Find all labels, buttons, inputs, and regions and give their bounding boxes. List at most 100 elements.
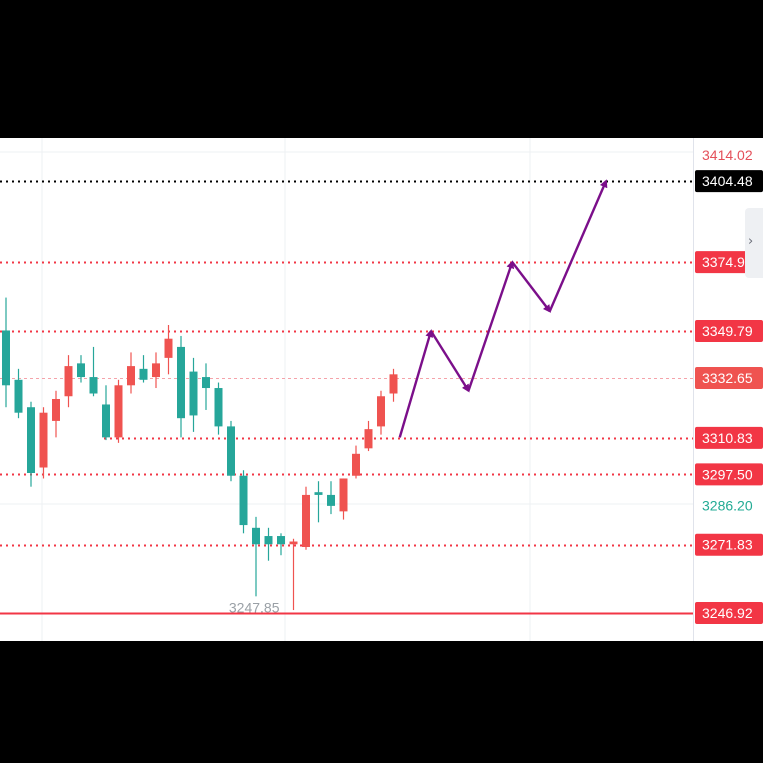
- price-tag-level-text: 3297.50: [702, 466, 753, 482]
- candle[interactable]: [289, 538, 298, 611]
- price-tag-target-box: [695, 170, 763, 193]
- candle[interactable]: [227, 420, 235, 482]
- candle[interactable]: [264, 527, 273, 561]
- candle-body: [127, 366, 135, 386]
- candle-body: [377, 396, 385, 427]
- candle[interactable]: [202, 363, 210, 410]
- candle[interactable]: [314, 481, 323, 523]
- candle-body: [277, 536, 285, 545]
- candle[interactable]: [52, 390, 60, 438]
- price-tag-level[interactable]: 3271.83: [695, 533, 763, 556]
- price-tag-level[interactable]: 3246.92: [695, 602, 763, 624]
- candle[interactable]: [277, 533, 285, 556]
- levels-layer: [0, 180, 693, 615]
- grid-layer: [0, 138, 694, 641]
- candle[interactable]: [214, 382, 223, 435]
- candle-body: [39, 412, 48, 468]
- chevron-right-icon[interactable]: ›: [748, 234, 754, 249]
- candle-body: [52, 398, 60, 421]
- candle[interactable]: [127, 352, 135, 394]
- candle-body: [202, 377, 210, 389]
- price-tag-level-text: 3374.93: [702, 254, 753, 270]
- price-tag-level-text: 3310.83: [702, 430, 753, 446]
- candle-body: [239, 475, 248, 526]
- price-axis[interactable]: 3414.02 3286.20 3404.48 3374.93 3349.79 3310.…: [695, 147, 763, 624]
- price-scale-handle[interactable]: ›: [745, 208, 763, 278]
- candle-body: [302, 494, 310, 547]
- candle-body: [89, 377, 98, 394]
- candle[interactable]: [39, 407, 48, 479]
- forecast-arrow: [467, 260, 515, 392]
- candle[interactable]: [364, 420, 373, 452]
- candle-body: [2, 330, 10, 386]
- price-tag-current-box: [695, 367, 763, 390]
- candle[interactable]: [139, 355, 148, 383]
- candle[interactable]: [164, 324, 173, 375]
- price-tag-current-text: 3332.65: [702, 370, 753, 386]
- candle[interactable]: [102, 385, 110, 441]
- candle[interactable]: [114, 379, 123, 443]
- candle-body: [327, 494, 335, 506]
- price-tag-level-box: [695, 426, 763, 449]
- forecast-arrow: [548, 179, 608, 312]
- candle-body: [214, 388, 223, 427]
- candle[interactable]: [327, 481, 335, 515]
- candle[interactable]: [27, 401, 35, 487]
- candle[interactable]: [189, 357, 198, 432]
- candle-body: [152, 363, 160, 378]
- candle-body: [27, 407, 35, 473]
- price-axis-label: 3286.20: [702, 497, 753, 513]
- candle[interactable]: [14, 368, 23, 419]
- candle-body: [77, 363, 85, 378]
- forecast-arrow: [511, 261, 551, 313]
- price-tag-level[interactable]: 3297.50: [695, 463, 763, 486]
- candle[interactable]: [2, 297, 10, 408]
- price-tag-level-text: 3246.92: [702, 605, 753, 621]
- candle[interactable]: [239, 470, 248, 534]
- candle[interactable]: [177, 335, 185, 438]
- price-tag-level[interactable]: 3310.83: [695, 426, 763, 449]
- price-tag-current[interactable]: 3332.65: [695, 367, 763, 390]
- candle-body: [264, 536, 273, 545]
- forecast-arrow: [398, 329, 434, 438]
- candle[interactable]: [352, 445, 360, 479]
- candle-body: [114, 385, 123, 438]
- candle[interactable]: [389, 368, 398, 402]
- low-price-annotation: 3247.85: [229, 599, 280, 615]
- candle-body: [314, 492, 323, 495]
- candle-body: [227, 426, 235, 476]
- candle-body: [389, 374, 398, 394]
- price-tag-level-box: [695, 602, 763, 624]
- price-tag-level[interactable]: 3349.79: [695, 320, 763, 343]
- candle-body: [364, 429, 373, 449]
- candle[interactable]: [152, 352, 160, 389]
- chart-panel[interactable]: 3247.85 3414.02 3286.20 3404.48 3374.93 3349…: [0, 138, 763, 641]
- forecast-layer: [398, 179, 608, 438]
- candle-body: [252, 527, 260, 545]
- price-tag-level-text: 3349.79: [702, 323, 753, 339]
- candle-body: [164, 338, 173, 358]
- price-tag-target[interactable]: 3404.48: [695, 170, 763, 193]
- price-axis-label: 3414.02: [702, 147, 753, 163]
- candle[interactable]: [89, 346, 98, 397]
- candlestick-chart[interactable]: 3247.85 3414.02 3286.20 3404.48 3374.93 3349…: [0, 138, 763, 641]
- candle[interactable]: [377, 390, 385, 435]
- price-tag-level-box: [695, 533, 763, 556]
- candle-body: [339, 478, 348, 512]
- price-tag-level-box: [695, 463, 763, 486]
- candle-body: [64, 366, 73, 397]
- candle[interactable]: [64, 355, 73, 408]
- candle-body: [177, 346, 185, 419]
- candle[interactable]: [339, 478, 348, 520]
- candle-body: [352, 453, 360, 476]
- candle-body: [189, 371, 198, 416]
- candle[interactable]: [252, 516, 260, 597]
- forecast-arrow: [429, 330, 470, 393]
- price-tag-target-text: 3404.48: [702, 173, 753, 189]
- candle[interactable]: [302, 486, 310, 550]
- candle-body: [14, 379, 23, 413]
- price-tag-level-text: 3271.83: [702, 537, 753, 553]
- candle-body: [289, 541, 298, 545]
- candle-body: [102, 404, 110, 438]
- candle[interactable]: [77, 355, 85, 383]
